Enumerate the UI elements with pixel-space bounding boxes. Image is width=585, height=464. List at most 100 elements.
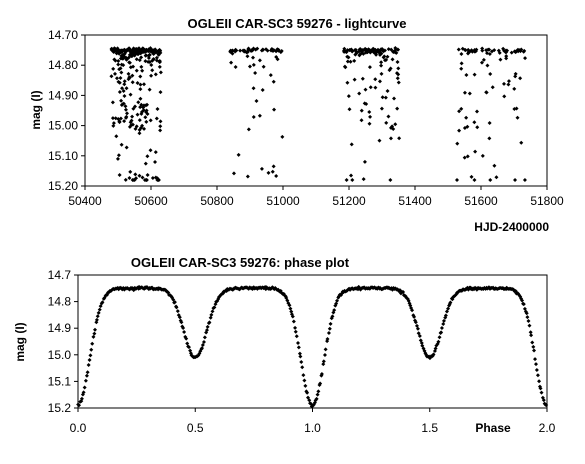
- lightcurve-point: [246, 47, 251, 52]
- lightcurve-point: [518, 76, 523, 81]
- lightcurve-point: [234, 48, 239, 53]
- lightcurve-point: [130, 114, 135, 119]
- lightcurve-point: [138, 82, 143, 87]
- lightcurve-point: [111, 121, 116, 126]
- phase-point: [300, 365, 305, 370]
- phase-point: [305, 390, 310, 395]
- lightcurve-point: [137, 58, 142, 63]
- lightcurve-point: [357, 91, 362, 96]
- lightcurve-point: [154, 55, 159, 60]
- lightcurve-point: [485, 63, 490, 68]
- lightcurve-point: [124, 114, 129, 119]
- lightcurve-point: [345, 80, 350, 85]
- lightcurve-point: [462, 155, 467, 160]
- lightcurve-point: [487, 51, 492, 56]
- lightcurve-point: [119, 48, 124, 53]
- phase-point: [526, 319, 531, 324]
- lightcurve-point: [246, 127, 251, 132]
- phase-point: [182, 329, 187, 334]
- phase-point: [96, 310, 101, 315]
- lightcurve-point: [229, 60, 234, 65]
- lightcurve-point: [346, 94, 351, 99]
- lightcurve-point: [396, 66, 401, 71]
- lightcurve-point: [390, 57, 395, 62]
- lightcurve-point: [489, 49, 494, 54]
- lightcurve-point: [231, 171, 236, 176]
- y-tick-label: 15.00: [48, 119, 78, 133]
- lightcurve-point: [157, 47, 162, 52]
- lightcurve-point: [124, 57, 129, 62]
- lightcurve-point: [253, 47, 258, 52]
- lightcurve-point: [373, 77, 378, 82]
- lightcurve-point: [519, 140, 524, 145]
- x-tick-label: 0.5: [187, 421, 204, 435]
- lightcurve-point: [121, 63, 126, 68]
- x-tick-label: 51400: [398, 194, 432, 208]
- lightcurve-point: [236, 152, 241, 157]
- lightcurve-point: [377, 50, 382, 55]
- lightcurve-point: [488, 72, 493, 77]
- lightcurve-point: [395, 71, 399, 76]
- lightcurve-point: [352, 77, 357, 82]
- lightcurve-point: [522, 177, 527, 182]
- lightcurve-point: [121, 89, 126, 94]
- lightcurve-point: [143, 103, 148, 108]
- phase-point: [419, 341, 424, 346]
- lightcurve-point: [504, 56, 509, 61]
- lightcurve-point: [374, 52, 379, 57]
- phase-point: [315, 392, 320, 397]
- lightcurve-point: [472, 177, 477, 182]
- lightcurve-point: [111, 66, 116, 71]
- phase-point: [439, 330, 444, 335]
- phase-point: [544, 402, 549, 407]
- lightcurve-point: [144, 110, 149, 115]
- phase-point: [328, 321, 333, 326]
- phase-point: [443, 313, 448, 318]
- lightcurve-point: [379, 60, 384, 65]
- phase-point: [77, 403, 81, 408]
- lightcurve-point: [136, 100, 141, 105]
- phase-point: [97, 307, 102, 312]
- phase-point: [81, 390, 86, 395]
- lightcurve-point: [456, 47, 461, 52]
- lightcurve-point: [127, 176, 132, 181]
- phase-point: [316, 389, 321, 394]
- lightcurve-point: [128, 65, 133, 70]
- lightcurve-point: [137, 131, 142, 136]
- phase-point: [529, 333, 534, 338]
- lightcurve-point: [367, 109, 372, 114]
- phase-point: [301, 373, 306, 378]
- lightcurve-point: [130, 51, 135, 56]
- phase-point: [321, 362, 326, 367]
- lightcurve-point: [109, 74, 114, 79]
- lightcurve-point: [137, 173, 142, 178]
- lightcurve-point: [119, 70, 124, 75]
- lightcurve-point: [347, 107, 352, 112]
- lightcurve-point: [111, 47, 116, 52]
- lightcurve-point: [386, 114, 391, 119]
- lightcurve-point: [113, 58, 118, 63]
- phase-point: [172, 300, 177, 305]
- lightcurve-point: [137, 127, 142, 132]
- lightcurve-point: [345, 59, 350, 64]
- lightcurve-point: [383, 95, 388, 100]
- lightcurve-point: [140, 68, 145, 73]
- lightcurve-point: [363, 87, 368, 92]
- lightcurve-point: [132, 49, 137, 54]
- phase-plot-title: OGLEII CAR-SC3 59276: phase plot: [131, 255, 350, 270]
- phase-point: [209, 312, 214, 317]
- phase-plot-y-axis-label: mag (I): [13, 322, 27, 361]
- lightcurve-point: [130, 80, 135, 85]
- lightcurve-point: [345, 54, 350, 59]
- lightcurve-point: [362, 159, 367, 164]
- phase-point: [185, 341, 190, 346]
- lightcurve-point: [120, 86, 125, 91]
- lightcurve-point: [121, 101, 126, 106]
- lightcurve-point: [119, 142, 124, 147]
- phase-point: [95, 314, 100, 319]
- phase-point: [201, 339, 206, 344]
- lightcurve-point: [133, 172, 138, 177]
- lightcurve-point: [512, 107, 517, 112]
- phase-point: [534, 368, 539, 373]
- lightcurve-point: [280, 134, 285, 139]
